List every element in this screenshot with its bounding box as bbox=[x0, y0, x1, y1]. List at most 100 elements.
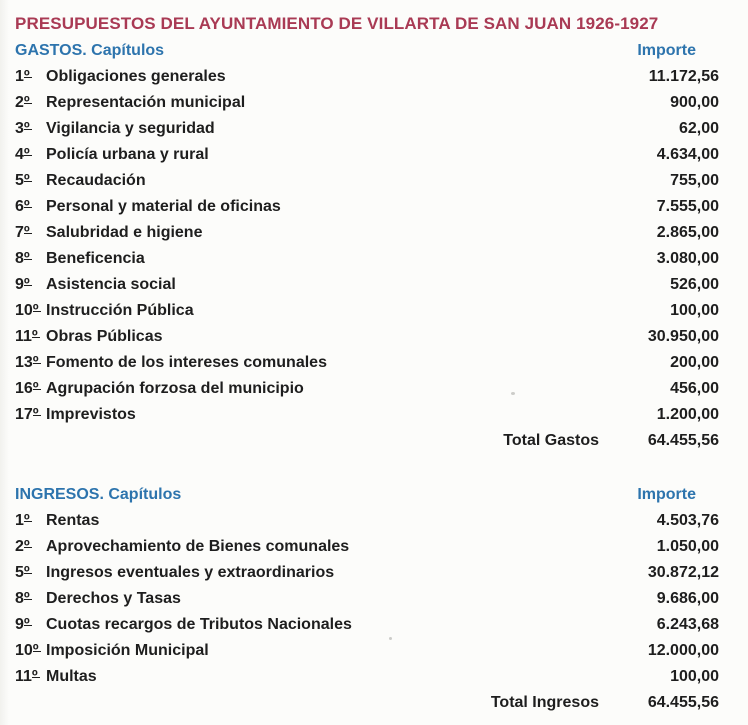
chapter-label: Aprovechamiento de Bienes comunales bbox=[46, 538, 350, 555]
budget-row: 11º Multas 100,00 bbox=[15, 664, 719, 690]
chapter-amount: 100,00 bbox=[670, 668, 719, 685]
chapter-amount: 2.865,00 bbox=[656, 224, 719, 241]
chapter-label: Personal y material de oficinas bbox=[46, 198, 281, 215]
chapter-amount: 7.555,00 bbox=[656, 198, 719, 215]
gastos-header-row: GASTOS. Capítulos Importe bbox=[15, 38, 719, 64]
chapter-label: Asistencia social bbox=[46, 276, 176, 293]
chapter-amount: 900,00 bbox=[670, 94, 719, 111]
budget-row: 11º Obras Públicas 30.950,00 bbox=[15, 324, 719, 350]
chapter-number: 10º bbox=[15, 298, 46, 324]
ordinal-indicator: º bbox=[23, 116, 33, 142]
ordinal-indicator: º bbox=[23, 220, 33, 246]
chapter-amount: 11.172,56 bbox=[648, 68, 719, 85]
chapter-label: Fomento de los intereses comunales bbox=[46, 354, 327, 371]
chapter-amount: 1.050,00 bbox=[656, 538, 719, 555]
chapter-number: 1º bbox=[15, 64, 46, 90]
chapter-label: Recaudación bbox=[46, 172, 146, 189]
chapter-amount: 12.000,00 bbox=[647, 642, 719, 659]
ordinal-indicator: º bbox=[23, 560, 33, 586]
chapter-number: 1º bbox=[15, 508, 46, 534]
gastos-amount-column-header: Importe bbox=[637, 42, 696, 59]
chapter-amount: 4.634,00 bbox=[656, 146, 719, 163]
chapter-amount: 6.243,68 bbox=[656, 616, 719, 633]
chapter-amount: 30.872,12 bbox=[647, 564, 719, 581]
ordinal-indicator: º bbox=[31, 664, 41, 690]
chapter-number: 9º bbox=[15, 272, 46, 298]
ordinal-indicator: º bbox=[23, 90, 33, 116]
chapter-label: Imprevistos bbox=[46, 406, 136, 423]
ordinal-indicator: º bbox=[23, 168, 33, 194]
gastos-total-amount: 64.455,56 bbox=[647, 432, 719, 449]
chapter-number: 2º bbox=[15, 534, 46, 560]
chapter-number: 11º bbox=[15, 324, 46, 350]
budget-row: 5º Recaudación 755,00 bbox=[15, 168, 719, 194]
ordinal-indicator: º bbox=[23, 272, 33, 298]
chapter-amount: 100,00 bbox=[670, 302, 719, 319]
chapter-label: Agrupación forzosa del municipio bbox=[46, 380, 304, 397]
chapter-label: Obligaciones generales bbox=[46, 68, 226, 85]
gastos-rows: 1º Obligaciones generales 11.172,56 2º R… bbox=[15, 64, 719, 428]
budget-row: 2º Representación municipal 900,00 bbox=[15, 90, 719, 116]
chapter-number: 16º bbox=[15, 376, 46, 402]
chapter-amount: 526,00 bbox=[670, 276, 719, 293]
ordinal-indicator: º bbox=[23, 508, 33, 534]
chapter-label: Representación municipal bbox=[46, 94, 246, 111]
ingresos-total-row: Total Ingresos 64.455,56 bbox=[15, 690, 719, 716]
section-ingresos: INGRESOS. Capítulos Importe 1º Rentas 4.… bbox=[15, 482, 719, 716]
chapter-amount: 456,00 bbox=[670, 380, 719, 397]
chapter-number: 10º bbox=[15, 638, 46, 664]
budget-row: 10º Instrucción Pública 100,00 bbox=[15, 298, 719, 324]
chapter-label: Obras Públicas bbox=[46, 328, 163, 345]
document-title: PRESUPUESTOS DEL AYUNTAMIENTO DE VILLART… bbox=[15, 14, 659, 33]
chapter-label: Rentas bbox=[46, 512, 100, 529]
ordinal-indicator: º bbox=[31, 324, 41, 350]
gastos-section-heading: GASTOS. Capítulos bbox=[15, 42, 165, 59]
chapter-amount: 30.950,00 bbox=[647, 328, 719, 345]
section-gastos: GASTOS. Capítulos Importe 1º Obligacione… bbox=[15, 38, 719, 454]
chapter-number: 17º bbox=[15, 402, 46, 428]
gastos-total-label: Total Gastos bbox=[503, 432, 599, 449]
chapter-amount: 9.686,00 bbox=[656, 590, 719, 607]
chapter-number: 2º bbox=[15, 90, 46, 116]
chapter-label: Instrucción Pública bbox=[46, 302, 194, 319]
chapter-label: Beneficencia bbox=[46, 250, 145, 267]
budget-row: 4º Policía urbana y rural 4.634,00 bbox=[15, 142, 719, 168]
ingresos-rows: 1º Rentas 4.503,76 2º Aprovechamiento de… bbox=[15, 508, 719, 690]
chapter-number: 3º bbox=[15, 116, 46, 142]
budget-row: 1º Rentas 4.503,76 bbox=[15, 508, 719, 534]
chapter-number: 4º bbox=[15, 142, 46, 168]
chapter-number: 5º bbox=[15, 560, 46, 586]
ordinal-indicator: º bbox=[23, 142, 33, 168]
budget-row: 17º Imprevistos 1.200,00 bbox=[15, 402, 719, 428]
chapter-amount: 1.200,00 bbox=[656, 406, 719, 423]
chapter-label: Vigilancia y seguridad bbox=[46, 120, 215, 137]
ordinal-indicator: º bbox=[23, 586, 33, 612]
budget-row: 8º Derechos y Tasas 9.686,00 bbox=[15, 586, 719, 612]
chapter-amount: 3.080,00 bbox=[656, 250, 719, 267]
chapter-number: 9º bbox=[15, 612, 46, 638]
budget-row: 8º Beneficencia 3.080,00 bbox=[15, 246, 719, 272]
budget-row: 5º Ingresos eventuales y extraordinarios… bbox=[15, 560, 719, 586]
ordinal-indicator: º bbox=[23, 612, 33, 638]
chapter-number: 8º bbox=[15, 246, 46, 272]
chapter-number: 7º bbox=[15, 220, 46, 246]
ingresos-total-label: Total Ingresos bbox=[490, 694, 599, 711]
ordinal-indicator: º bbox=[32, 298, 41, 324]
ordinal-indicator: º bbox=[23, 194, 33, 220]
ingresos-section-heading: INGRESOS. Capítulos bbox=[15, 486, 182, 503]
chapter-label: Ingresos eventuales y extraordinarios bbox=[46, 564, 335, 581]
chapter-label: Multas bbox=[46, 668, 97, 685]
chapter-amount: 755,00 bbox=[670, 172, 719, 189]
ordinal-indicator: º bbox=[32, 402, 41, 428]
ingresos-total-amount: 64.455,56 bbox=[647, 694, 719, 711]
budget-row: 2º Aprovechamiento de Bienes comunales 1… bbox=[15, 534, 719, 560]
ordinal-indicator: º bbox=[23, 534, 33, 560]
chapter-number: 5º bbox=[15, 168, 46, 194]
budget-row: 10º Imposición Municipal 12.000,00 bbox=[15, 638, 719, 664]
chapter-label: Salubridad e higiene bbox=[46, 224, 203, 241]
chapter-number: 13º bbox=[15, 350, 46, 376]
budget-row: 13º Fomento de los intereses comunales 2… bbox=[15, 350, 719, 376]
ordinal-indicator: º bbox=[32, 376, 41, 402]
ingresos-header-row: INGRESOS. Capítulos Importe bbox=[15, 482, 719, 508]
